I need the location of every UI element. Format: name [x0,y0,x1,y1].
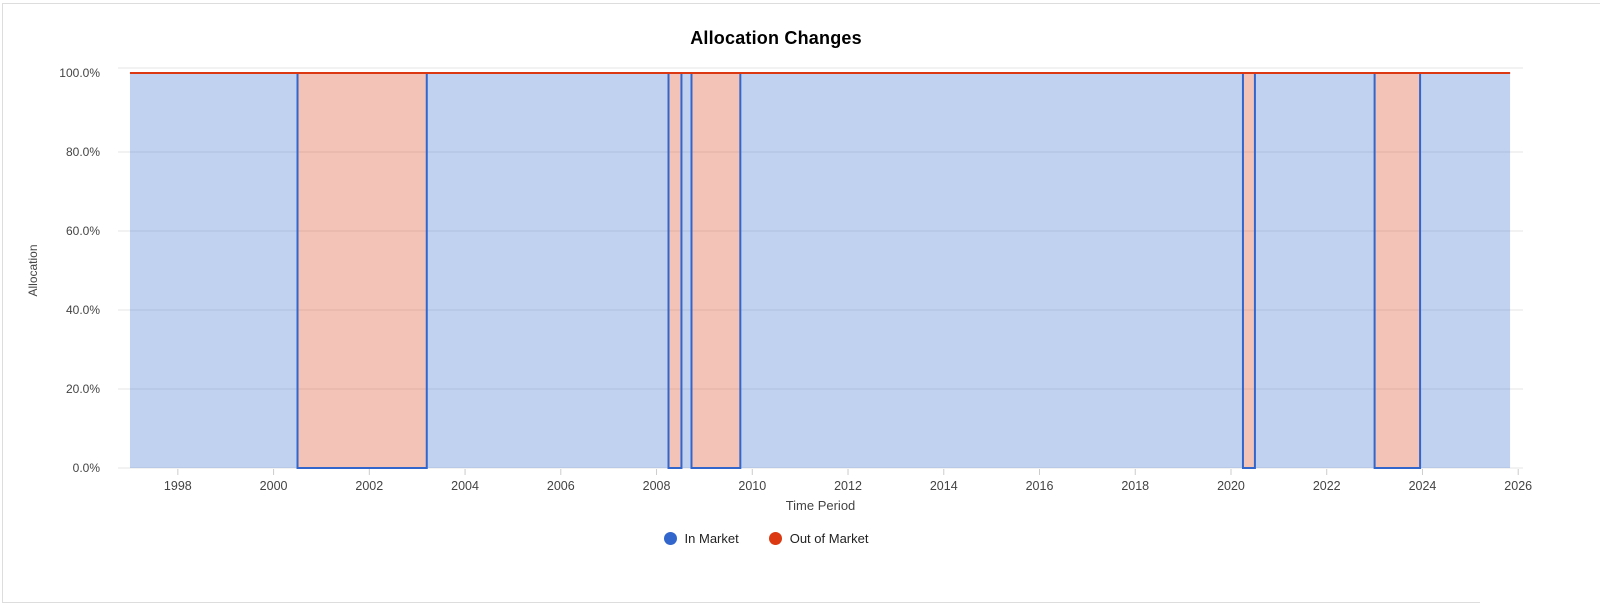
x-tick-label: 1998 [164,479,192,493]
x-tick-label: 2012 [834,479,862,493]
area-segment-out-of-market [1374,73,1421,468]
x-tick-label: 2016 [1026,479,1054,493]
x-tick-label: 2020 [1217,479,1245,493]
card-bottom-border [2,602,1480,603]
area-segment-in-market [681,73,692,468]
chart-title: Allocation Changes [690,28,862,48]
x-tick-label: 2004 [451,479,479,493]
y-tick-label: 80.0% [66,145,100,159]
y-tick-label: 0.0% [73,461,101,475]
card-left-border [2,3,3,602]
x-tick-label: 2014 [930,479,958,493]
x-tick-label: 2026 [1504,479,1532,493]
card-top-border [2,3,1600,4]
x-tick-label: 2018 [1121,479,1149,493]
y-axis-title: Allocation [26,244,40,296]
y-tick-label: 20.0% [66,382,100,396]
x-tick-label: 2010 [738,479,766,493]
area-segment-in-market [1420,73,1511,468]
x-tick-label: 2000 [260,479,288,493]
area-segment-out-of-market [691,73,741,468]
legend-item-out-of-market: Out of Market [768,531,869,546]
x-axis-title: Time Period [786,498,856,513]
in-market-line [129,72,1511,469]
chart-legend: In Market Out of Market [0,531,1532,546]
area-segment-in-market [426,73,669,468]
y-tick-label: 60.0% [66,224,100,238]
x-tick-label: 2006 [547,479,575,493]
in-market-legend-dot [663,532,677,545]
area-segment-out-of-market [297,73,427,468]
x-tick-label: 2022 [1313,479,1341,493]
x-tick-label: 2008 [643,479,671,493]
area-segment-in-market [740,73,1243,468]
y-tick-label: 40.0% [66,303,100,317]
x-tick-label: 2002 [355,479,383,493]
area-segment-out-of-market [1242,73,1255,468]
out-of-market-legend-dot [768,532,782,545]
legend-item-in-market: In Market [663,531,739,546]
y-tick-label: 100.0% [59,66,100,80]
area-segment-in-market [129,73,298,468]
area-segment-out-of-market [668,73,682,468]
out-of-market-legend-label: Out of Market [789,531,869,546]
x-tick-label: 2024 [1409,479,1437,493]
in-market-legend-label: In Market [684,531,739,546]
area-segment-in-market [1254,73,1375,468]
